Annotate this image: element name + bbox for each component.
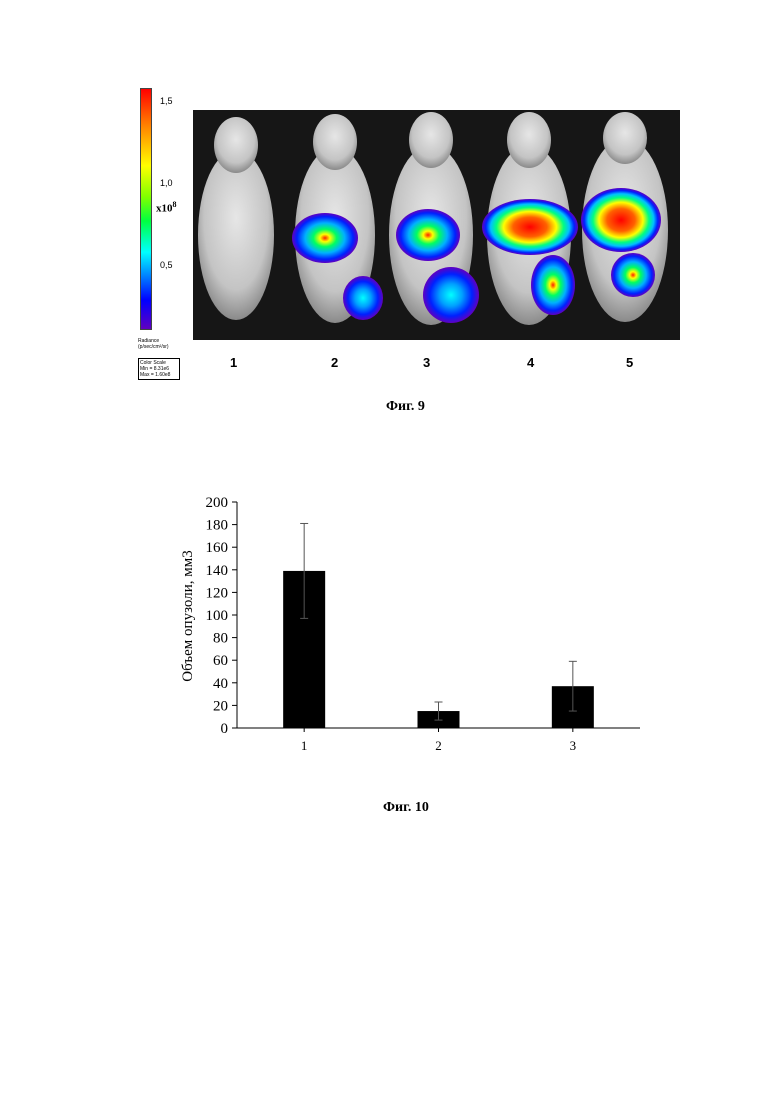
tumor-volume-chart: 0 20 40 60 80 100 120 140 160 180 200 1 2 3 Объем опу… [170, 490, 660, 770]
signal-4a [482, 199, 578, 255]
y-tick-label: 40 [213, 676, 228, 692]
scale-tick-max: 1,5 [160, 96, 173, 106]
signal-3b [423, 267, 479, 323]
y-tick-label: 60 [213, 653, 228, 669]
y-tick-label: 20 [213, 698, 228, 714]
signal-2b [343, 276, 383, 320]
scale-unit: x108 [156, 200, 177, 215]
signal-5a [581, 188, 661, 252]
color-scale-legend: 1,5 1,0 0,5 x108 Radiance (p/sec/cm²/sr)… [138, 86, 198, 386]
color-scale-gradient [140, 88, 152, 330]
chart-bars [283, 523, 594, 728]
y-axis-label: Объем опузоли, мм3 [180, 550, 196, 681]
color-scale-box: Color Scale Min = 8.31e6 Max = 1.60e8 [138, 358, 180, 380]
mouse-label-4: 4 [527, 355, 534, 370]
signal-3a [396, 209, 460, 261]
scale-tick-mid: 1,0 [160, 178, 173, 188]
figure-10-caption: Фиг. 10 [383, 800, 429, 816]
mouse-label-5: 5 [626, 355, 633, 370]
y-tick-label: 100 [206, 608, 229, 624]
mouse-label-3: 3 [423, 355, 430, 370]
y-tick-label: 80 [213, 631, 228, 647]
x-tick-label-2: 2 [435, 738, 442, 753]
signal-2a [292, 213, 358, 263]
y-tick-label: 160 [206, 540, 229, 556]
figure-9: 1,5 1,0 0,5 x108 Radiance (p/sec/cm²/sr)… [0, 0, 780, 430]
x-tick-label-1: 1 [301, 738, 308, 753]
scale-tick-low: 0,5 [160, 260, 173, 270]
x-tick-label-3: 3 [570, 738, 577, 753]
radiance-label: Radiance (p/sec/cm²/sr) [138, 338, 169, 350]
color-scale-max: Max = 1.60e8 [140, 372, 178, 378]
signal-5b [611, 253, 655, 297]
y-tick-label: 200 [206, 495, 229, 511]
signal-4b [531, 255, 575, 315]
mouse-label-2: 2 [331, 355, 338, 370]
y-tick-label: 0 [221, 721, 229, 737]
bioluminescence-image [193, 110, 680, 340]
figure-9-caption: Фиг. 9 [386, 399, 425, 415]
y-tick-label: 140 [206, 563, 229, 579]
y-tick-label: 120 [206, 585, 229, 601]
y-tick-label: 180 [206, 518, 229, 534]
mouse-label-1: 1 [230, 355, 237, 370]
